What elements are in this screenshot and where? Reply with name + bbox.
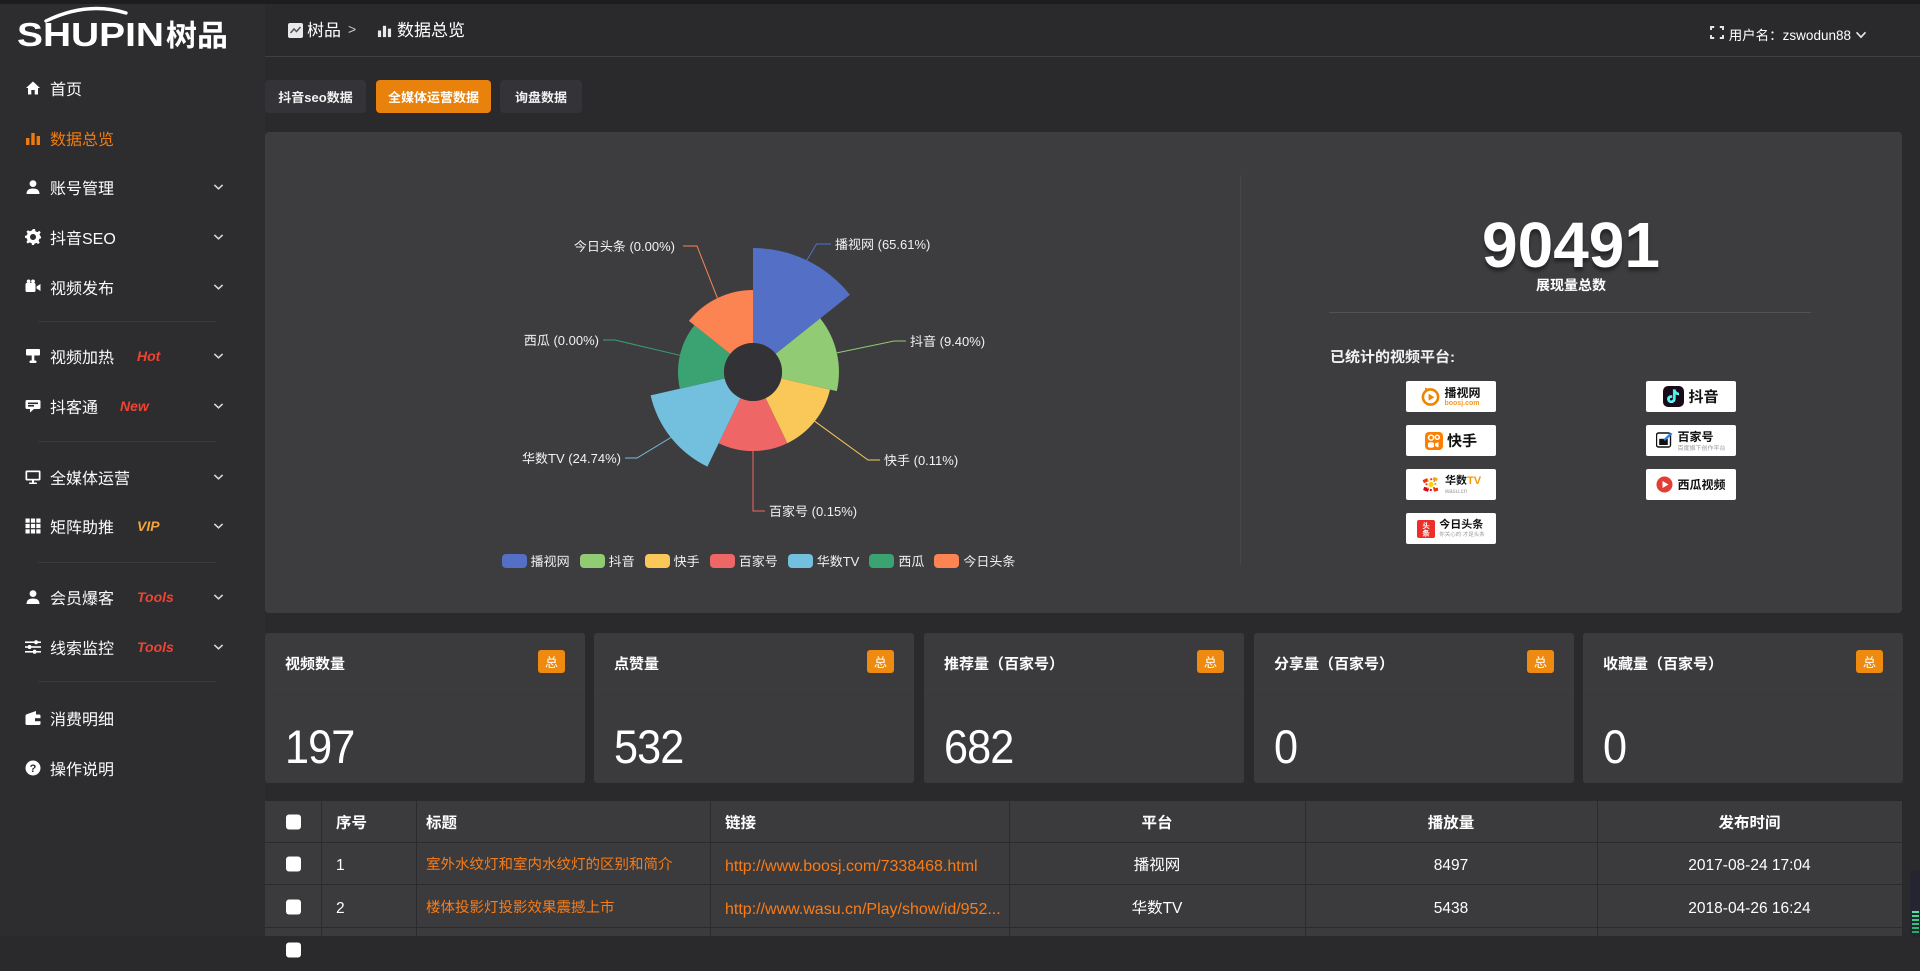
svg-text:?: ? bbox=[30, 760, 37, 776]
svg-text:树品: 树品 bbox=[166, 11, 228, 50]
svg-text:头: 头 bbox=[1422, 520, 1430, 531]
svg-text:SHUPIN: SHUPIN bbox=[17, 8, 164, 50]
svg-text:条: 条 bbox=[1422, 528, 1430, 538]
